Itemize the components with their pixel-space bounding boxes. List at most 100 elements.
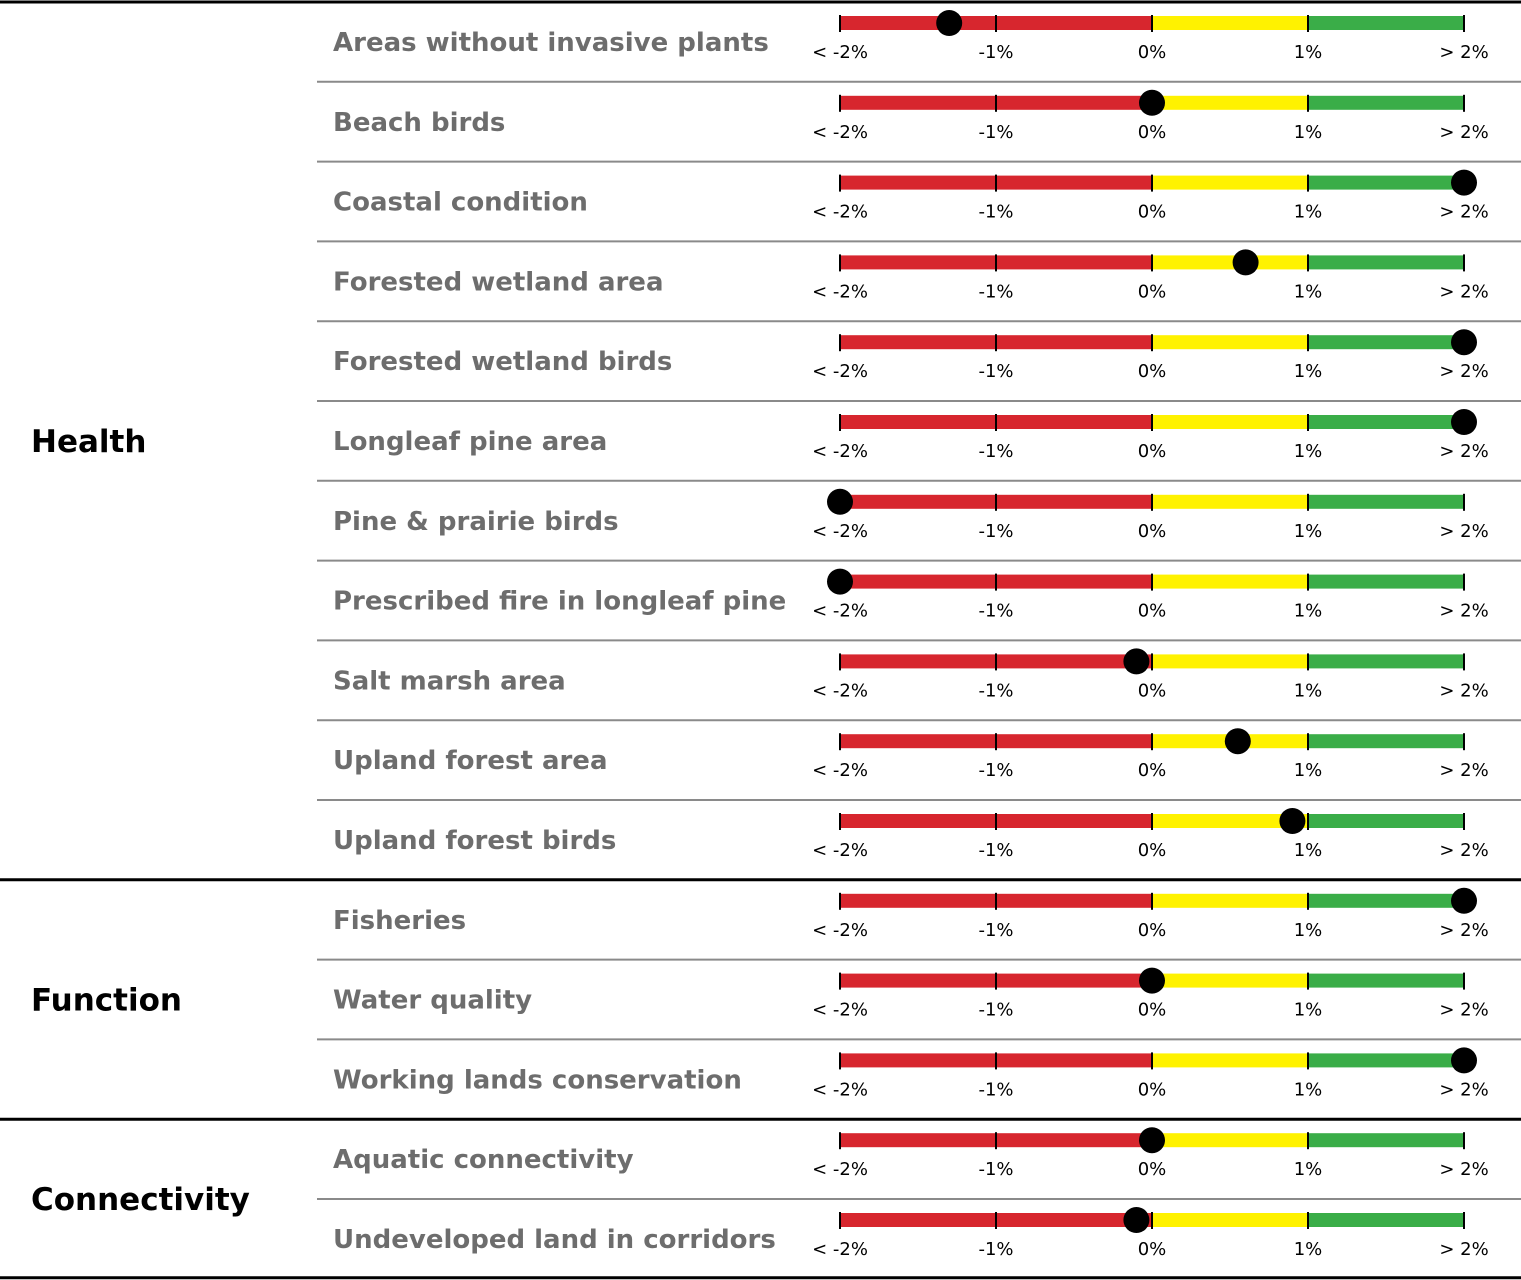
scale-band bbox=[1308, 1133, 1464, 1148]
tick-label: 1% bbox=[1294, 361, 1323, 382]
trend-marker bbox=[1279, 808, 1306, 834]
tick-label: -1% bbox=[978, 1159, 1013, 1180]
trend-marker bbox=[1123, 1207, 1150, 1233]
tick-label: 0% bbox=[1138, 521, 1167, 542]
trend-marker bbox=[1451, 169, 1477, 196]
tick-label: 0% bbox=[1138, 920, 1167, 941]
tick-label: < -2% bbox=[812, 1159, 868, 1180]
scale-band bbox=[1308, 893, 1464, 908]
tick-label: < -2% bbox=[812, 1000, 868, 1021]
scale-band bbox=[1152, 973, 1308, 988]
tick-label: 1% bbox=[1294, 1079, 1323, 1100]
tick-label: 0% bbox=[1138, 1159, 1167, 1180]
scale-band bbox=[1152, 1213, 1308, 1227]
tick-label: 0% bbox=[1138, 281, 1167, 302]
tick-label: > 2% bbox=[1439, 601, 1488, 622]
trend-marker bbox=[1451, 409, 1477, 435]
scale-band bbox=[1152, 335, 1308, 350]
tick-label: < -2% bbox=[812, 281, 868, 302]
scale-band bbox=[1152, 255, 1308, 270]
scale-band bbox=[1308, 255, 1464, 270]
tick-label: < -2% bbox=[812, 122, 868, 143]
indicator-label: Undeveloped land in corridors bbox=[333, 1225, 776, 1255]
scale-band bbox=[1308, 175, 1464, 190]
scale-band bbox=[1152, 95, 1308, 110]
tick-label: 1% bbox=[1294, 1159, 1323, 1180]
indicator-label: Pine & prairie birds bbox=[333, 507, 619, 537]
scale-band bbox=[1152, 16, 1308, 30]
tick-label: 1% bbox=[1294, 42, 1323, 63]
tick-label: 0% bbox=[1138, 601, 1167, 622]
indicator-label: Upland forest area bbox=[333, 746, 608, 776]
tick-label: -1% bbox=[978, 920, 1013, 941]
tick-label: > 2% bbox=[1439, 202, 1488, 223]
trend-marker bbox=[1139, 1127, 1165, 1154]
scale-band bbox=[1152, 893, 1308, 908]
scale-band bbox=[1308, 814, 1464, 828]
tick-label: -1% bbox=[978, 281, 1013, 302]
scale-band bbox=[1308, 95, 1464, 110]
tick-label: -1% bbox=[978, 760, 1013, 781]
tick-label: 0% bbox=[1138, 122, 1167, 143]
scale-band bbox=[1308, 574, 1464, 589]
tick-label: > 2% bbox=[1439, 1000, 1488, 1021]
tick-label: -1% bbox=[978, 521, 1013, 542]
trend-marker bbox=[1139, 967, 1165, 994]
tick-label: -1% bbox=[978, 122, 1013, 143]
indicator-label: Coastal condition bbox=[333, 188, 588, 218]
tick-label: 1% bbox=[1294, 521, 1323, 542]
scale-band bbox=[1152, 1053, 1308, 1068]
scale-band bbox=[1308, 1053, 1464, 1068]
tick-label: > 2% bbox=[1439, 760, 1488, 781]
tick-label: > 2% bbox=[1439, 441, 1488, 462]
tick-label: 1% bbox=[1294, 441, 1323, 462]
scale-band bbox=[1308, 16, 1464, 30]
scale-band bbox=[1308, 734, 1464, 749]
tick-label: 0% bbox=[1138, 1000, 1167, 1021]
tick-label: -1% bbox=[978, 1239, 1013, 1260]
indicator-label: Forested wetland birds bbox=[333, 347, 672, 377]
scale-band bbox=[1152, 574, 1308, 589]
tick-label: > 2% bbox=[1439, 122, 1488, 143]
tick-label: 1% bbox=[1294, 920, 1323, 941]
trend-marker bbox=[827, 568, 853, 595]
scale-band bbox=[1308, 973, 1464, 988]
group-label: Connectivity bbox=[31, 1182, 250, 1218]
indicator-label: Water quality bbox=[333, 986, 532, 1016]
indicator-label: Working lands conservation bbox=[333, 1065, 742, 1095]
indicator-label: Beach birds bbox=[333, 108, 505, 138]
tick-label: -1% bbox=[978, 1000, 1013, 1021]
scale-band bbox=[1308, 654, 1464, 669]
trend-marker bbox=[1451, 887, 1477, 914]
indicator-label: Aquatic connectivity bbox=[333, 1145, 634, 1175]
tick-label: > 2% bbox=[1439, 840, 1488, 861]
trend-marker bbox=[936, 10, 963, 36]
indicator-label: Salt marsh area bbox=[333, 666, 566, 696]
tick-label: < -2% bbox=[812, 601, 868, 622]
indicator-label: Prescribed fire in longleaf pine bbox=[333, 587, 786, 617]
indicator-label: Areas without invasive plants bbox=[333, 28, 769, 58]
tick-label: 0% bbox=[1138, 202, 1167, 223]
group-label: Health bbox=[31, 424, 146, 460]
indicator-label: Longleaf pine area bbox=[333, 427, 607, 457]
scale-band bbox=[1308, 335, 1464, 350]
tick-label: 0% bbox=[1138, 361, 1167, 382]
tick-label: 0% bbox=[1138, 840, 1167, 861]
tick-label: < -2% bbox=[812, 202, 868, 223]
scale-band bbox=[1152, 415, 1308, 429]
tick-label: 1% bbox=[1294, 122, 1323, 143]
tick-label: -1% bbox=[978, 42, 1013, 63]
tick-label: < -2% bbox=[812, 1239, 868, 1260]
trend-marker bbox=[1139, 89, 1165, 116]
scale-band bbox=[1308, 1213, 1464, 1227]
scale-band bbox=[1152, 494, 1308, 509]
tick-label: 1% bbox=[1294, 680, 1323, 701]
tick-label: < -2% bbox=[812, 680, 868, 701]
indicator-label: Upland forest birds bbox=[333, 826, 616, 856]
trend-marker bbox=[1451, 329, 1477, 356]
tick-label: -1% bbox=[978, 680, 1013, 701]
indicator-label: Forested wetland area bbox=[333, 267, 663, 297]
tick-label: -1% bbox=[978, 840, 1013, 861]
scale-band bbox=[1308, 494, 1464, 509]
scale-band bbox=[1308, 415, 1464, 429]
